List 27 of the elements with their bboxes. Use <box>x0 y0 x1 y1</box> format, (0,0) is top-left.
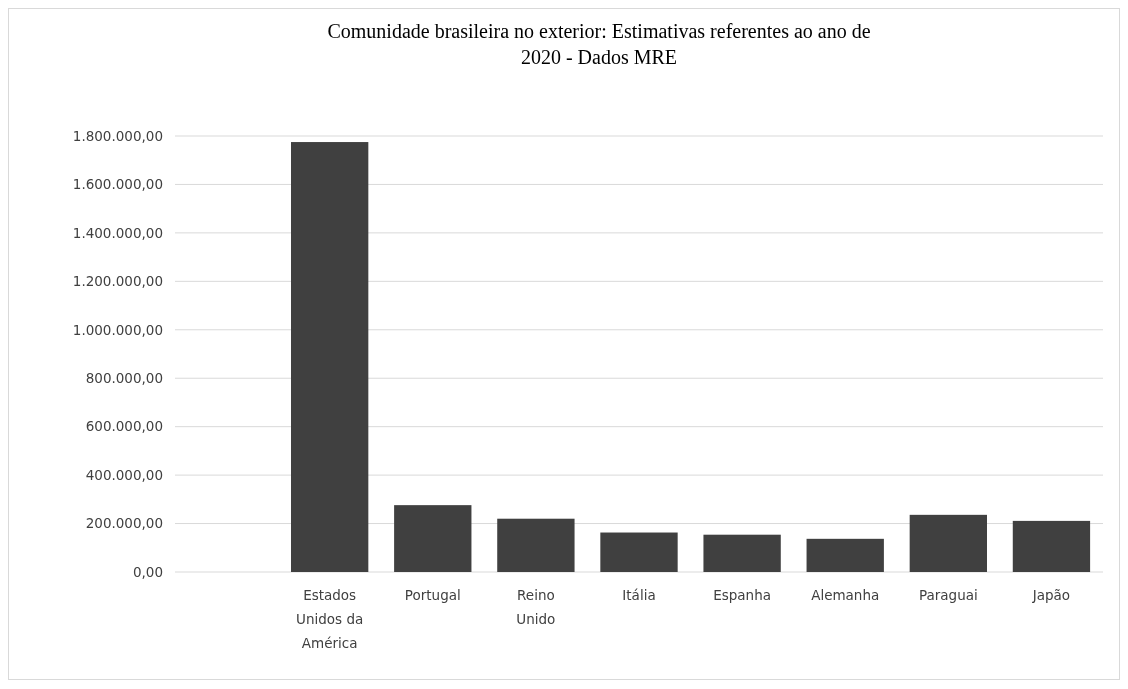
bar <box>806 538 884 572</box>
x-tick-label: Paraguai <box>918 587 978 603</box>
y-tick-label: 1.000.000,00 <box>72 321 163 338</box>
y-tick-label: 0,00 <box>132 563 163 580</box>
bar <box>1012 520 1091 572</box>
x-tick-label: Itália <box>622 587 656 603</box>
x-tick-label: Portugal <box>404 587 461 603</box>
y-tick-label: 1.600.000,00 <box>72 176 163 193</box>
bar <box>909 514 987 572</box>
bar <box>600 532 678 572</box>
x-tick-label: Reino Unido <box>516 587 556 627</box>
y-tick-label: 1.400.000,00 <box>72 224 163 241</box>
x-tick-label: Espanha <box>713 587 772 603</box>
x-tick-label: Estados Unidos da América <box>296 587 364 651</box>
y-tick-label: 800.000,00 <box>85 369 163 386</box>
bar <box>497 518 575 572</box>
y-tick-label: 1.200.000,00 <box>72 273 163 290</box>
bar <box>394 505 472 572</box>
y-tick-label: 200.000,00 <box>85 515 163 532</box>
y-tick-label: 1.800.000,00 <box>72 127 163 144</box>
chart-title: Comunidade brasileira no exterior: Estimativas referentes ao ano de 2020 - Dados MRE <box>327 20 871 68</box>
x-tick-label: Alemanha <box>811 587 880 603</box>
y-tick-label: 400.000,00 <box>85 466 163 483</box>
bar <box>291 142 369 572</box>
bar <box>703 534 781 572</box>
x-tick-label: Japão <box>1031 587 1071 603</box>
y-tick-label: 600.000,00 <box>85 418 163 435</box>
